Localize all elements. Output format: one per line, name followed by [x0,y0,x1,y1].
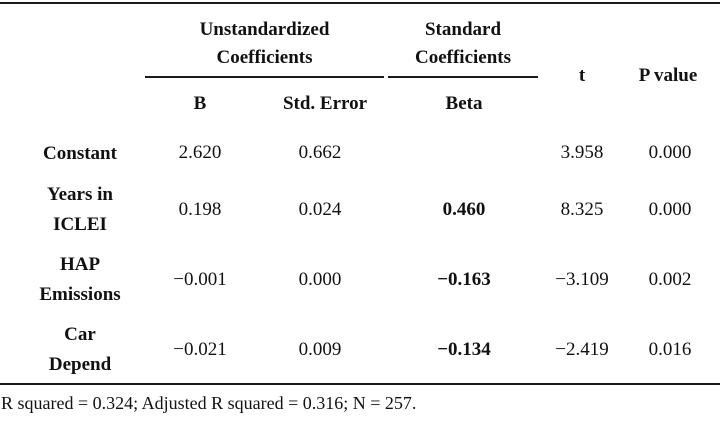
cell-se: 0.000 [298,269,342,290]
cell-t: 8.325 [560,199,604,220]
header-b: B [193,93,207,114]
cell-se: 0.009 [298,339,342,360]
cell-p: 0.016 [648,339,692,360]
cell-se: 0.662 [298,142,342,163]
row-label-years-in-iclei: Years in ICLEI [10,180,150,240]
row-label-line2: ICLEI [53,214,107,235]
header-unstandardized-line1: Unstandardized [199,19,330,40]
header-p-value: P value [638,65,698,86]
cell-t: −2.419 [555,339,609,360]
row-label-constant: Constant [43,143,117,164]
row-label-hap-emissions: HAP Emissions [10,250,150,310]
row-label-car-depend: Car Depend [10,320,150,380]
cell-p: 0.000 [648,142,692,163]
row-label-line1: Years in [47,184,113,205]
header-unstandardized-line2: Coefficients [216,47,313,68]
header-standard: Standard Coefficients [388,16,538,72]
cell-b: 2.620 [178,142,222,163]
header-standard-line1: Standard [424,19,502,40]
row-label-line2: Emissions [39,284,121,305]
standard-subrule [388,76,538,78]
unstandardized-subrule [145,76,384,78]
header-beta: Beta [445,93,483,114]
header-std-error: Std. Error [282,93,368,114]
cell-t: 3.958 [560,142,604,163]
cell-beta: 0.460 [442,199,486,220]
cell-beta: −0.163 [437,269,491,290]
cell-se: 0.024 [298,199,342,220]
cell-t: −3.109 [555,269,609,290]
header-unstandardized: Unstandardized Coefficients [145,16,384,72]
cell-b: −0.021 [173,339,227,360]
cell-p: 0.000 [648,199,692,220]
table-footnote: R squared = 0.324; Adjusted R squared = … [1,393,417,413]
cell-b: −0.001 [173,269,227,290]
row-label-line1: HAP [59,254,101,275]
table-bottom-rule [0,383,720,385]
header-t: t [578,65,586,86]
header-standard-line2: Coefficients [414,47,512,68]
cell-beta: −0.134 [437,339,491,360]
cell-b: 0.198 [178,199,222,220]
row-label-line1: Car [64,324,96,345]
table-top-rule [0,2,720,4]
cell-p: 0.002 [648,269,692,290]
row-label-line2: Depend [48,354,112,375]
